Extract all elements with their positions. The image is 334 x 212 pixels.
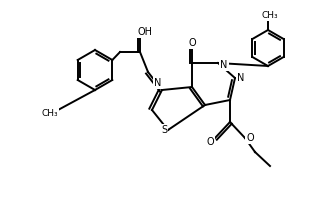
Text: N: N [154,78,162,88]
Text: O: O [206,137,214,147]
Text: N: N [220,60,228,70]
Text: S: S [161,125,167,135]
Text: OH: OH [138,27,153,37]
Text: O: O [188,38,196,48]
Text: CH₃: CH₃ [262,11,278,21]
Text: N: N [237,73,245,83]
Text: CH₃: CH₃ [42,109,58,117]
Text: O: O [246,133,254,143]
